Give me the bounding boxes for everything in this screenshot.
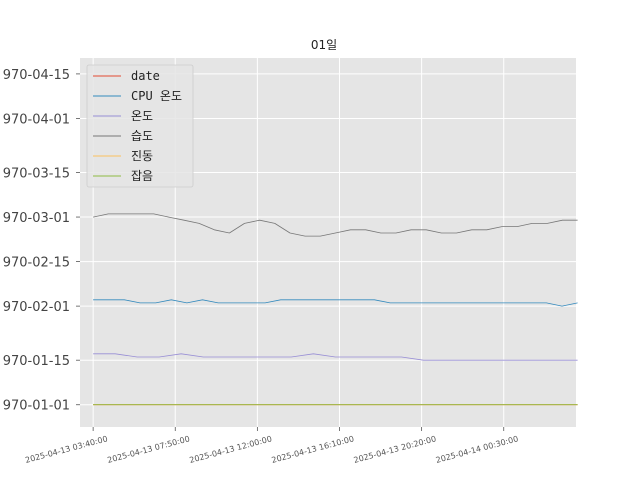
legend-label: 온도	[131, 109, 153, 123]
series-line-3	[93, 213, 578, 237]
series-line-2	[93, 353, 578, 361]
x-tick-label: 2025-04-13 16:10:00	[271, 434, 355, 465]
y-tick-label: 970-02-15	[3, 256, 70, 271]
chart-title: 01일	[311, 38, 337, 52]
x-tick-label: 2025-04-14 00:30:00	[435, 434, 519, 465]
x-tick-label: 2025-04-13 03:40:00	[24, 434, 108, 465]
y-tick-label: 970-04-01	[3, 112, 70, 127]
y-tick-label: 970-02-01	[3, 300, 70, 315]
y-tick-label: 970-03-01	[3, 211, 70, 226]
x-tick-label: 2025-04-13 12:00:00	[188, 434, 272, 465]
x-tick-label: 2025-04-13 07:50:00	[106, 434, 190, 465]
legend-label: CPU 온도	[131, 89, 182, 103]
grid-lines	[80, 58, 576, 427]
legend-label: 잡음	[131, 169, 153, 183]
legend-label: 진동	[131, 149, 153, 163]
x-tick-label: 2025-04-13 20:20:00	[353, 434, 437, 465]
series-lines	[93, 213, 578, 406]
series-line-1	[93, 299, 578, 307]
y-tick-label: 970-01-15	[3, 354, 70, 369]
y-tick-label: 970-03-15	[3, 167, 70, 182]
y-tick-label: 970-04-15	[3, 68, 70, 83]
y-tick-label: 970-01-01	[3, 399, 70, 414]
legend-label: date	[131, 69, 160, 83]
legend-label: 습도	[131, 129, 153, 143]
